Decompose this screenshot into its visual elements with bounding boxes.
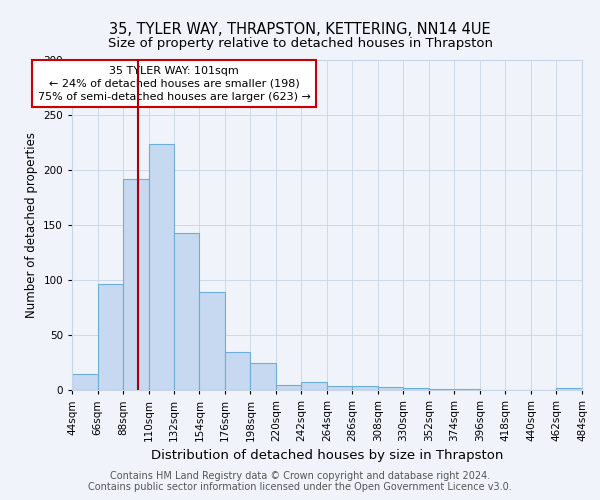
- Text: Size of property relative to detached houses in Thrapston: Size of property relative to detached ho…: [107, 38, 493, 51]
- Bar: [72, 374, 97, 390]
- Text: 35 TYLER WAY: 101sqm
← 24% of detached houses are smaller (198)
75% of semi-deta: 35 TYLER WAY: 101sqm ← 24% of detached h…: [38, 66, 310, 102]
- X-axis label: Distribution of detached houses by size in Thrapston: Distribution of detached houses by size …: [151, 450, 503, 462]
- Bar: [123, 179, 149, 390]
- Text: Contains public sector information licensed under the Open Government Licence v3: Contains public sector information licen…: [88, 482, 512, 492]
- Bar: [149, 144, 174, 390]
- Bar: [556, 388, 582, 390]
- Bar: [327, 386, 352, 390]
- Text: Contains HM Land Registry data © Crown copyright and database right 2024.: Contains HM Land Registry data © Crown c…: [110, 471, 490, 481]
- Bar: [251, 362, 276, 390]
- Bar: [97, 284, 123, 390]
- Bar: [225, 352, 251, 390]
- Bar: [455, 389, 480, 390]
- Text: 35, TYLER WAY, THRAPSTON, KETTERING, NN14 4UE: 35, TYLER WAY, THRAPSTON, KETTERING, NN1…: [109, 22, 491, 38]
- Y-axis label: Number of detached properties: Number of detached properties: [25, 132, 38, 318]
- Bar: [352, 386, 378, 390]
- Bar: [276, 384, 302, 390]
- Bar: [429, 389, 455, 390]
- Bar: [174, 232, 199, 390]
- Bar: [378, 386, 403, 390]
- Bar: [403, 388, 429, 390]
- Bar: [199, 292, 225, 390]
- Bar: [301, 382, 327, 390]
